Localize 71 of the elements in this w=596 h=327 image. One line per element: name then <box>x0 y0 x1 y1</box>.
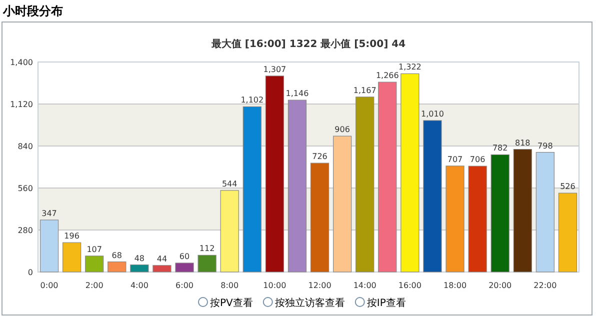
data-label: 1,102 <box>240 96 264 105</box>
chart-subtitle: 最大值 [16:00] 1322 最小值 [5:00] 44 <box>210 38 406 50</box>
chart-title: 小时段分布 <box>2 4 63 18</box>
data-label: 1,010 <box>421 110 444 118</box>
bar <box>468 166 487 272</box>
bar <box>446 166 464 272</box>
x-tick-label: 12:00 <box>308 281 332 290</box>
text: 按IP查看 <box>366 297 406 309</box>
bar <box>332 136 352 272</box>
bar <box>108 262 126 272</box>
y-tick-label: 1,400 <box>10 58 33 67</box>
bar <box>288 100 307 272</box>
bar <box>198 254 216 272</box>
data-label: 347 <box>42 208 57 218</box>
data-label: 112 <box>199 244 215 254</box>
y-tick-label: 0 <box>28 268 33 277</box>
bar <box>130 264 149 272</box>
bar <box>265 76 284 272</box>
bar <box>400 73 420 272</box>
y-tick-label: 280 <box>18 226 33 235</box>
bar <box>310 162 330 272</box>
data-label: 1,167 <box>353 86 376 95</box>
data-label: 196 <box>64 232 80 241</box>
bar <box>85 256 104 272</box>
data-label: 60 <box>179 252 190 261</box>
bar <box>490 154 510 272</box>
bar <box>152 265 172 272</box>
data-label: 706 <box>470 155 486 164</box>
data-label: 544 <box>222 179 238 188</box>
bar <box>356 96 374 272</box>
x-tick-label: 4:00 <box>130 281 148 290</box>
x-tick-label: 16:00 <box>398 281 422 290</box>
x-tick-label: 20:00 <box>488 281 512 290</box>
x-tick-label: 14:00 <box>353 281 376 290</box>
bar <box>378 82 397 272</box>
x-tick-label: 0:00 <box>40 281 58 290</box>
data-label: 1,146 <box>286 89 309 98</box>
bar <box>536 152 555 272</box>
data-label: 818 <box>515 138 530 148</box>
data-label: 1,307 <box>263 64 286 74</box>
bar <box>423 120 442 272</box>
x-tick-label: 2:00 <box>85 281 104 290</box>
bar <box>220 190 239 272</box>
data-label: 526 <box>560 182 576 192</box>
y-tick-label: 1,120 <box>10 100 33 109</box>
data-label: 782 <box>492 144 508 153</box>
data-label: 1,322 <box>398 62 422 72</box>
data-label: 48 <box>134 254 145 263</box>
data-label: 798 <box>538 141 553 150</box>
bar <box>40 220 59 272</box>
data-label: 107 <box>86 244 102 254</box>
data-label: 906 <box>334 125 350 134</box>
data-label: 707 <box>447 154 463 164</box>
y-tick-label: 840 <box>18 142 33 151</box>
data-label: 68 <box>112 250 122 260</box>
x-tick-label: 8:00 <box>220 281 239 290</box>
x-tick-label: 6:00 <box>176 281 194 290</box>
x-tick-label: 18:00 <box>443 281 467 290</box>
bar <box>175 262 194 272</box>
x-tick-label: 10:00 <box>263 281 286 290</box>
data-label: 1,266 <box>376 71 399 80</box>
x-tick-label: 22:00 <box>534 281 557 290</box>
bar <box>62 242 82 272</box>
bar <box>513 149 532 272</box>
data-label: 44 <box>156 254 168 264</box>
bar <box>242 106 262 272</box>
bar <box>558 192 578 272</box>
data-label: 726 <box>312 152 328 162</box>
text: 按PV查看 <box>210 297 253 309</box>
y-tick-label: 560 <box>18 184 33 193</box>
text: 按独立访客查看 <box>274 297 345 309</box>
